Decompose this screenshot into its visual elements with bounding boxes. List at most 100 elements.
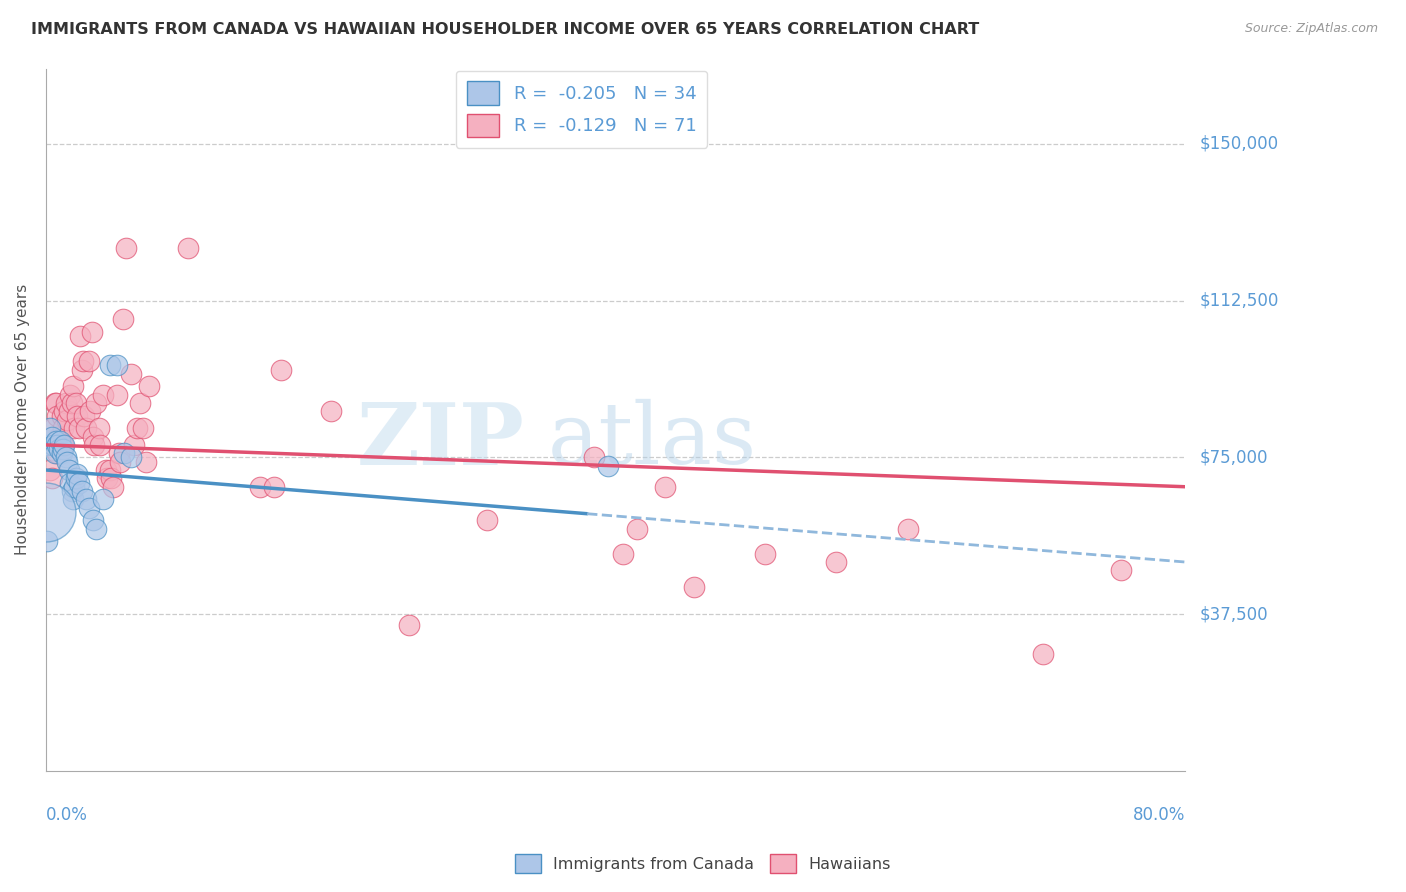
Point — [70, 483, 93, 498]
Point — [44, 396, 66, 410]
Legend: Immigrants from Canada, Hawaiians: Immigrants from Canada, Hawaiians — [509, 847, 897, 880]
Point — [1109, 563, 1132, 577]
Point — [72, 354, 94, 368]
Point — [77, 500, 100, 515]
Point — [896, 522, 918, 536]
Point — [55, 450, 77, 465]
Point — [270, 362, 292, 376]
Point — [825, 555, 848, 569]
Point — [91, 492, 114, 507]
Point — [60, 483, 83, 498]
Point — [98, 463, 121, 477]
Point — [626, 522, 648, 536]
Point — [48, 429, 70, 443]
Point — [55, 396, 77, 410]
Point — [63, 480, 86, 494]
Point — [67, 475, 90, 490]
Point — [51, 409, 73, 423]
Point — [112, 446, 135, 460]
Point — [612, 547, 634, 561]
Point — [77, 354, 100, 368]
Text: ZIP: ZIP — [357, 399, 524, 483]
Point — [56, 413, 79, 427]
Point — [73, 409, 96, 423]
Text: atlas: atlas — [547, 400, 756, 483]
Point — [51, 446, 73, 460]
Point — [45, 396, 67, 410]
Point — [598, 458, 620, 473]
Point — [100, 471, 122, 485]
Legend: R =  -0.205   N = 34, R =  -0.129   N = 71: R = -0.205 N = 34, R = -0.129 N = 71 — [456, 70, 707, 147]
Point — [654, 480, 676, 494]
Point — [111, 312, 134, 326]
Text: IMMIGRANTS FROM CANADA VS HAWAIIAN HOUSEHOLDER INCOME OVER 65 YEARS CORRELATION : IMMIGRANTS FROM CANADA VS HAWAIIAN HOUSE… — [31, 22, 979, 37]
Point — [45, 434, 67, 448]
Point — [84, 522, 107, 536]
Point — [132, 421, 155, 435]
Point — [53, 438, 76, 452]
Point — [53, 404, 76, 418]
Point — [49, 434, 72, 448]
Point — [83, 438, 105, 452]
Point — [754, 547, 776, 561]
Point — [79, 404, 101, 418]
Point — [1032, 647, 1054, 661]
Point — [319, 404, 342, 418]
Point — [63, 421, 86, 435]
Point — [120, 367, 142, 381]
Point — [138, 379, 160, 393]
Point — [66, 409, 89, 423]
Point — [69, 329, 91, 343]
Point — [41, 429, 63, 443]
Point — [58, 404, 80, 418]
Point — [56, 455, 79, 469]
Point — [62, 492, 84, 507]
Point — [65, 471, 87, 485]
Point — [58, 463, 80, 477]
Point — [82, 429, 104, 443]
Text: $150,000: $150,000 — [1199, 135, 1278, 153]
Point — [108, 455, 131, 469]
Point — [39, 463, 62, 477]
Text: $112,500: $112,500 — [1199, 292, 1278, 310]
Point — [37, 438, 59, 452]
Point — [583, 450, 606, 465]
Point — [263, 480, 285, 494]
Point — [44, 446, 66, 460]
Text: 80.0%: 80.0% — [1133, 806, 1185, 824]
Point — [42, 438, 65, 452]
Point — [91, 388, 114, 402]
Point — [59, 475, 82, 490]
Point — [60, 396, 83, 410]
Text: $37,500: $37,500 — [1199, 606, 1268, 624]
Point — [105, 388, 128, 402]
Point — [52, 438, 75, 452]
Point — [135, 455, 157, 469]
Point — [39, 421, 62, 435]
Point — [59, 388, 82, 402]
Point — [48, 442, 70, 456]
Point — [75, 492, 97, 507]
Text: 0.0%: 0.0% — [46, 806, 87, 824]
Point — [249, 480, 271, 494]
Point — [87, 421, 110, 435]
Point — [42, 421, 65, 435]
Point — [89, 438, 111, 452]
Point — [107, 446, 129, 460]
Point — [122, 438, 145, 452]
Point — [127, 421, 149, 435]
Point — [96, 471, 118, 485]
Point — [35, 534, 58, 549]
Point — [98, 359, 121, 373]
Point — [105, 359, 128, 373]
Point — [67, 421, 90, 435]
Point — [66, 467, 89, 482]
Point — [101, 480, 124, 494]
Text: $75,000: $75,000 — [1199, 449, 1268, 467]
Point — [94, 463, 117, 477]
Point — [35, 505, 58, 519]
Point — [49, 438, 72, 452]
Point — [75, 421, 97, 435]
Point — [82, 513, 104, 527]
Point — [65, 396, 87, 410]
